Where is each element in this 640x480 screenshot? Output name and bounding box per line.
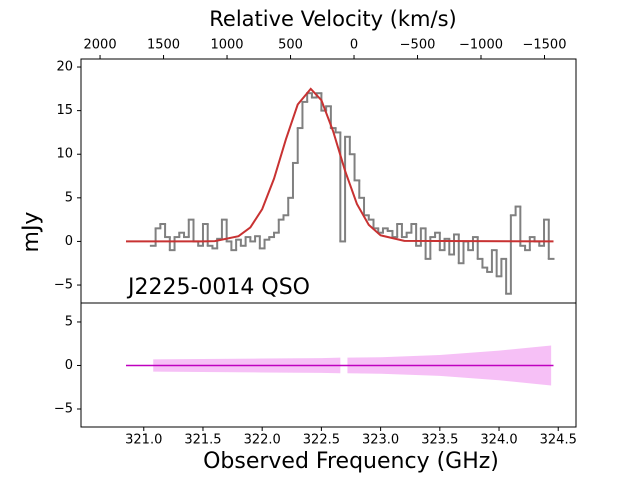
fit-line — [126, 87, 554, 243]
top-tick-label: −1000 — [459, 38, 503, 53]
y-tick-label: −5 — [54, 401, 73, 416]
y-tick-label: 20 — [56, 60, 73, 75]
panel-title: J2225-0014 QSO — [126, 275, 310, 300]
x-tick-label: 321.5 — [184, 433, 221, 448]
y-tick-label: 5 — [65, 190, 73, 205]
y-tick-label: 10 — [56, 147, 73, 162]
y-tick-label: 0 — [65, 358, 73, 373]
top-tick-label: 1000 — [210, 38, 243, 53]
x-axis-label: Observed Frequency (GHz) — [203, 449, 499, 474]
top-tick-label: 2000 — [84, 38, 117, 53]
x-tick-label: 322.0 — [244, 433, 281, 448]
y-tick-label: 5 — [65, 314, 73, 329]
top-tick-label: −1500 — [523, 38, 567, 53]
top-tick-label: 1500 — [147, 38, 180, 53]
top-tick-label: 0 — [350, 38, 358, 53]
x-tick-label: 323.5 — [421, 433, 458, 448]
x-tick-label: 321.0 — [125, 433, 162, 448]
x-tick-label: 324.0 — [480, 433, 517, 448]
y-tick-label: −5 — [54, 278, 73, 293]
y-tick-label: 0 — [65, 234, 73, 249]
x-tick-label: 323.0 — [362, 433, 399, 448]
x-tick-label: 324.5 — [540, 433, 577, 448]
top-tick-label: 500 — [278, 38, 303, 53]
y-axis-label: mJy — [19, 212, 44, 253]
top-axis-label: Relative Velocity (km/s) — [209, 7, 456, 31]
x-tick-label: 322.5 — [303, 433, 340, 448]
top-tick-label: −500 — [400, 38, 436, 53]
y-tick-label: 15 — [56, 103, 73, 118]
